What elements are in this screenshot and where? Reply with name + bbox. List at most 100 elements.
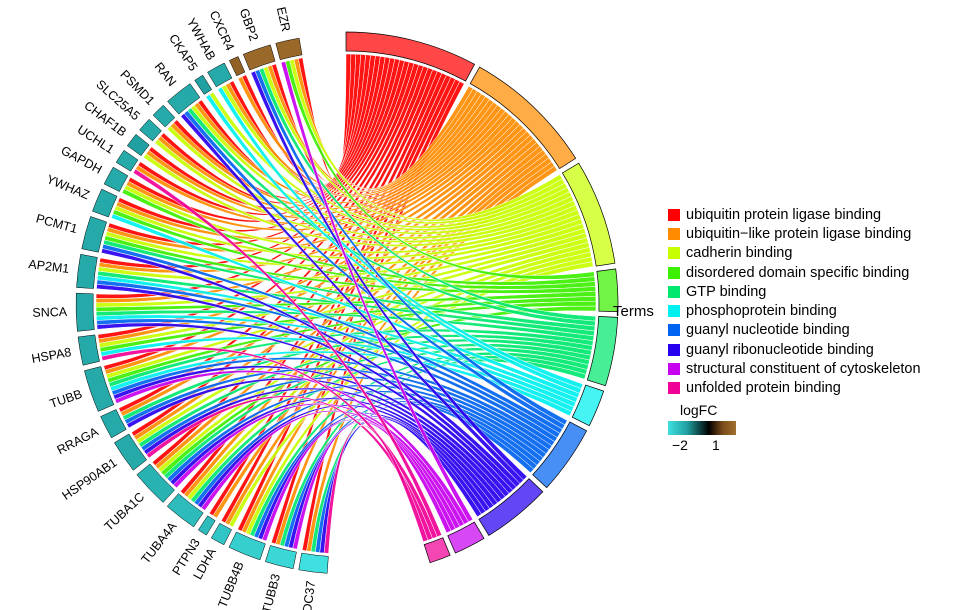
gene-label-ran: RAN bbox=[152, 60, 179, 89]
gene-label-rraga: RRAGA bbox=[55, 424, 102, 457]
gene-arc-hspa8 bbox=[77, 334, 100, 366]
legend-swatch bbox=[668, 266, 680, 279]
gene-label-tubb: TUBB bbox=[48, 387, 84, 411]
gene-label-tubb4b: TUBB4B bbox=[215, 560, 246, 610]
legend-item: ubiquitin−like protein ligase binding bbox=[668, 224, 921, 243]
gene-arc-hsp90ab1 bbox=[114, 433, 148, 471]
gene-arc-tubb bbox=[84, 366, 115, 412]
gene-arc-tubb4b bbox=[228, 531, 266, 561]
ribbon-GBP2-7 bbox=[250, 70, 528, 481]
gene-arc-ezr bbox=[275, 37, 303, 61]
term-arc-9 bbox=[423, 537, 451, 564]
ribbon-UCHL1-9 bbox=[132, 168, 443, 538]
legend-label: guanyl nucleotide binding bbox=[686, 322, 850, 339]
gene-arc-gapdh bbox=[103, 166, 129, 192]
gene-arc-ptpn3 bbox=[197, 515, 216, 536]
gene-label-pcmt1: PCMT1 bbox=[34, 211, 79, 236]
legend-swatch bbox=[668, 305, 680, 318]
ribbon-RAN-7 bbox=[180, 113, 524, 484]
legend-item: structural constituent of cytoskeleton bbox=[668, 359, 921, 378]
gene-label-hspa8: HSPA8 bbox=[30, 345, 72, 366]
term-arc-0 bbox=[345, 31, 476, 82]
gene-label-tubb3: TUBB3 bbox=[259, 572, 283, 610]
gene-arc-psmd1 bbox=[152, 104, 176, 128]
ribbon-layer bbox=[95, 53, 597, 554]
term-arc-2 bbox=[561, 162, 616, 267]
term-arc-1 bbox=[469, 66, 577, 169]
gene-label-tuba1c: TUBA1C bbox=[102, 490, 148, 534]
term-arc-6 bbox=[532, 421, 588, 489]
legend-label: GTP binding bbox=[686, 283, 767, 300]
ribbon-CHAF1B-2 bbox=[143, 153, 578, 247]
term-arc-layer bbox=[345, 31, 619, 564]
gene-arc-gbp2 bbox=[242, 44, 276, 71]
legend-label: disordered domain specific binding bbox=[686, 264, 910, 281]
legend-label: ubiquitin protein ligase binding bbox=[686, 206, 882, 223]
gene-arc-ckap5 bbox=[194, 74, 213, 95]
legend-label: unfolded protein binding bbox=[686, 380, 841, 397]
gene-arc-rraga bbox=[100, 409, 127, 439]
gene-label-ezr: EZR bbox=[274, 6, 293, 33]
term-arc-8 bbox=[447, 521, 485, 554]
term-arc-7 bbox=[478, 478, 544, 536]
term-arc-5 bbox=[571, 384, 605, 427]
terms-legend: ubiquitin protein ligase binding ubiquiti… bbox=[668, 205, 921, 398]
legend-swatch bbox=[668, 324, 680, 337]
gene-arc-pcmt1 bbox=[81, 216, 107, 253]
gene-arc-tuba1c bbox=[136, 463, 175, 503]
legend-label: phosphoprotein binding bbox=[686, 303, 837, 320]
gene-arc-slc25a5 bbox=[139, 118, 162, 142]
legend-item: cadherin binding bbox=[668, 244, 921, 263]
term-arc-4 bbox=[586, 316, 619, 387]
gene-arc-ran bbox=[167, 83, 201, 115]
legend-item: ubiquitin protein ligase binding bbox=[668, 205, 921, 224]
legend-swatch bbox=[668, 247, 680, 260]
legend-item: unfolded protein binding bbox=[668, 379, 921, 398]
terms-axis-label: Terms bbox=[613, 303, 654, 320]
legend-item: guanyl nucleotide binding bbox=[668, 321, 921, 340]
term-arc-3 bbox=[596, 268, 619, 313]
logfc-colorbar: logFC −2 1 bbox=[668, 402, 758, 453]
gene-arc-chaf1b bbox=[126, 133, 150, 157]
gene-arc-cxcr4 bbox=[229, 56, 246, 77]
gene-arc-cdc37 bbox=[298, 552, 329, 574]
logfc-ticks: −2 1 bbox=[668, 435, 758, 453]
ribbon-EZR-8 bbox=[280, 61, 474, 523]
legend-swatch bbox=[668, 343, 680, 356]
ribbon-SNCA-7 bbox=[96, 322, 514, 494]
legend-swatch bbox=[668, 227, 680, 240]
legend-swatch bbox=[668, 208, 680, 221]
legend-item: GTP binding bbox=[668, 282, 921, 301]
gene-arc-tuba4a bbox=[166, 493, 204, 528]
legend-swatch bbox=[668, 363, 680, 376]
gene-label-gbp2: GBP2 bbox=[237, 7, 261, 43]
legend-item: disordered domain specific binding bbox=[668, 263, 921, 282]
logfc-gradient bbox=[668, 421, 736, 435]
gene-label-tuba4a: TUBA4A bbox=[139, 519, 180, 566]
legend-swatch bbox=[668, 285, 680, 298]
gene-label-ywhaz: YWHAZ bbox=[44, 172, 91, 202]
legend-item: phosphoprotein binding bbox=[668, 301, 921, 320]
ribbon-CDC37-9 bbox=[323, 425, 429, 554]
ribbon-TUBB3-8 bbox=[292, 421, 452, 550]
logfc-tick-min: −2 bbox=[672, 437, 688, 453]
legend-label: cadherin binding bbox=[686, 245, 793, 262]
gene-label-ap2m1: AP2M1 bbox=[28, 257, 70, 276]
gene-arc-ldha bbox=[210, 522, 232, 546]
gene-arc-tubb3 bbox=[265, 545, 297, 570]
legend-swatch bbox=[668, 382, 680, 395]
gene-arc-snca bbox=[75, 292, 95, 332]
gene-arc-uchl1 bbox=[115, 149, 139, 172]
legend-label: guanyl ribonucleotide binding bbox=[686, 341, 874, 358]
gene-arc-ap2m1 bbox=[76, 254, 98, 289]
ribbon-AP2M1-7 bbox=[96, 284, 517, 491]
ribbon-CKAP5-5 bbox=[205, 94, 582, 394]
gene-label-hsp90ab1: HSP90AB1 bbox=[59, 456, 119, 503]
legend-label: ubiquitin−like protein ligase binding bbox=[686, 225, 912, 242]
gene-label-cdc37: CDC37 bbox=[299, 580, 318, 610]
gene-label-snca: SNCA bbox=[32, 305, 68, 320]
legend-item: guanyl ribonucleotide binding bbox=[668, 340, 921, 359]
gene-arc-ywhaz bbox=[92, 188, 118, 218]
legend-label: structural constituent of cytoskeleton bbox=[686, 361, 921, 378]
